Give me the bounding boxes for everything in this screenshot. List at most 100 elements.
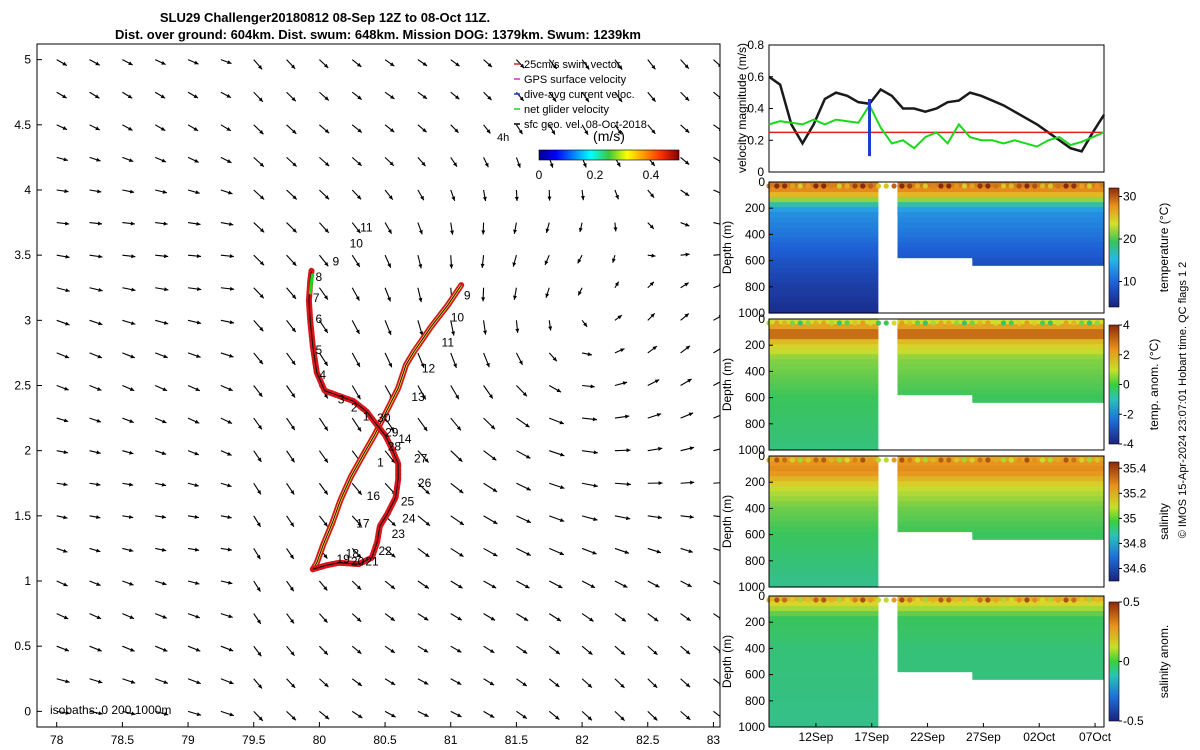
section-surface-dot (954, 183, 960, 189)
section-surface-dot (1016, 183, 1022, 189)
velocity-arrow-head (356, 228, 361, 234)
map-x-tick-label: 78 (50, 733, 64, 747)
section-colorbar-tick: -2 (1123, 407, 1134, 421)
section-cell (897, 486, 1104, 492)
section-surface-dot (1032, 457, 1038, 463)
velocity-arrow-head (356, 585, 362, 590)
velocity-arrow-head (127, 94, 133, 99)
velocity-arrow-head (592, 417, 597, 422)
section-cell (897, 329, 1104, 335)
section-surface-dot (797, 597, 803, 603)
section-cell (897, 192, 1104, 198)
section-surface-dot (907, 183, 913, 189)
section-cell (769, 646, 879, 653)
section-cell (769, 701, 879, 708)
velocity-arrow-head (523, 616, 529, 621)
velocity-arrow-head (357, 521, 362, 527)
velocity-arrow-head (161, 482, 167, 487)
velocity-arrow-head (229, 286, 235, 291)
map-y-tick-label: 5 (24, 53, 31, 67)
section-cell (769, 414, 879, 421)
section-cell (769, 506, 879, 513)
track-day-label: 9 (333, 255, 340, 269)
velocity-arrow-head (324, 96, 329, 101)
section-ylabel: Depth (m) (720, 221, 734, 274)
velocity-arrow-head (290, 64, 296, 69)
section-colorbar-tick: 0 (1123, 378, 1130, 392)
section-cell (769, 384, 879, 391)
velocity-arrow-head (621, 617, 626, 622)
section-cell (897, 217, 1104, 223)
velocity-arrow (713, 381, 720, 386)
track-day-label: 17 (356, 517, 370, 531)
velocity-arrow (713, 59, 720, 67)
velocity-arrow-head (593, 450, 598, 455)
velocity-arrow-head (719, 379, 720, 380)
section-surface-dot (836, 183, 842, 189)
velocity-arrow-head (625, 414, 630, 419)
velocity-arrow-head (658, 481, 663, 486)
velocity-arrow (713, 284, 720, 289)
section-surface-dot (922, 320, 928, 326)
section-colorbar (1108, 187, 1120, 308)
section-cell (897, 389, 1104, 396)
velocity-arrow (713, 613, 720, 619)
velocity-arrow-head (458, 584, 463, 589)
velocity-y-tick-label: 0.8 (747, 38, 764, 52)
velocity-arrow-head (685, 683, 691, 688)
velocity-arrow-head (65, 321, 70, 326)
velocity-arrow-head (162, 189, 167, 194)
section-surface-dot (1071, 320, 1077, 326)
section-surface-dot (1024, 183, 1030, 189)
velocity-arrow (713, 678, 720, 685)
velocity-arrow-head (389, 62, 395, 67)
velocity-arrow-head (164, 287, 169, 292)
velocity-arrow-head (357, 553, 362, 558)
velocity-arrow-head (688, 412, 694, 417)
velocity-arrow-head (424, 458, 429, 463)
velocity-arrow-head (289, 586, 294, 592)
section-cell (897, 324, 1104, 330)
velocity-arrow-head (65, 679, 70, 684)
velocity-arrow-head (556, 388, 562, 393)
velocity-arrow-head (458, 489, 464, 494)
velocity-arrow-head (323, 458, 328, 463)
section-surface-dot (813, 597, 819, 603)
velocity-arrow-head (389, 161, 394, 166)
velocity-arrow-head (387, 263, 391, 268)
velocity-arrow-head (613, 227, 618, 232)
velocity-arrow-head (526, 486, 531, 491)
section-cell (897, 511, 1104, 518)
section-surface-dot (844, 183, 850, 189)
velocity-arrow-head (684, 64, 689, 69)
velocity-arrow-head (624, 550, 629, 554)
velocity-arrow-head (324, 682, 329, 687)
section-surface-dot (1008, 457, 1014, 463)
section-surface-dot (774, 183, 780, 189)
velocity-arrow-head (63, 615, 69, 620)
section-cell (897, 611, 1104, 617)
section-cell (897, 252, 1104, 259)
section-cell (897, 626, 1104, 632)
section-y-tick-label: 1000 (738, 306, 765, 320)
velocity-arrow-head (356, 195, 362, 200)
section-surface-dot (914, 597, 921, 603)
velocity-arrow-head (229, 712, 234, 717)
velocity-arrow-head (481, 297, 486, 302)
track-day-label: 13 (411, 390, 425, 404)
track-day-label: 20 (351, 554, 365, 568)
velocity-arrow-head (622, 583, 628, 588)
velocity-arrow-head (163, 254, 169, 259)
section-cell (769, 324, 879, 330)
velocity-arrow-head (227, 159, 232, 163)
section-cell (769, 461, 879, 467)
velocity-arrow-head (227, 515, 232, 520)
map-y-tick-label: 0 (24, 704, 31, 718)
section-surface-dot (844, 597, 850, 603)
section-cell (897, 496, 1104, 502)
velocity-arrow-head (257, 489, 261, 495)
velocity-arrow-head (555, 650, 560, 655)
section-surface-dot (774, 320, 780, 326)
section-cell (769, 581, 879, 588)
velocity-arrow-head (228, 387, 233, 391)
